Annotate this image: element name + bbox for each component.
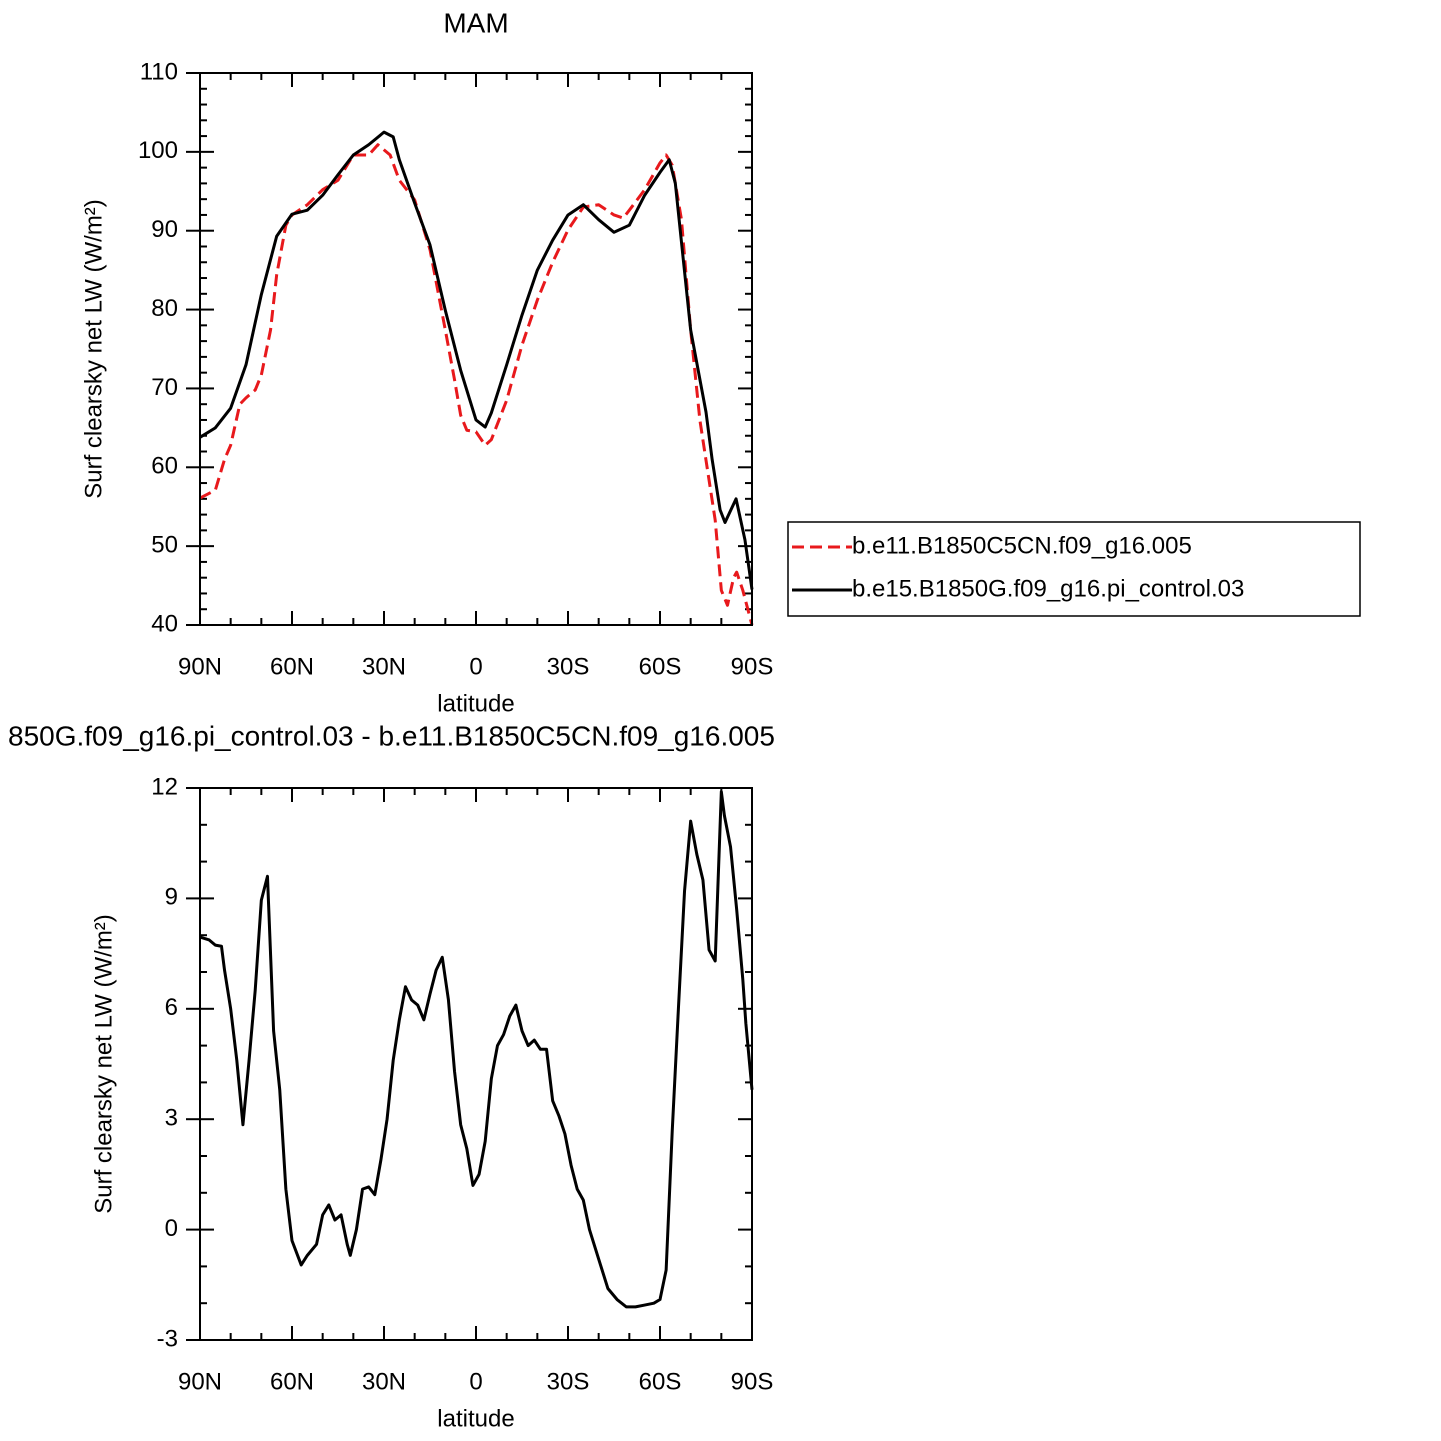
x-tick-label: 60S [639, 653, 682, 680]
x-tick-label: 60N [270, 1368, 314, 1395]
x-tick-label: 60N [270, 653, 314, 680]
y-axis-label: Surf clearsky net LW (W/m²) [80, 199, 107, 499]
y-tick-label: 110 [140, 58, 178, 85]
y-tick-label: 50 [151, 531, 178, 558]
x-tick-label: 0 [469, 653, 482, 680]
y-tick-label: 60 [151, 453, 178, 480]
x-tick-label: 90N [178, 1368, 222, 1395]
y-tick-label: 0 [165, 1215, 178, 1242]
x-tick-label: 90S [731, 653, 774, 680]
chart-title: MAM [443, 7, 508, 38]
y-tick-label: -3 [157, 1325, 178, 1352]
y-tick-label: 3 [165, 1105, 178, 1132]
y-tick-label: 9 [165, 884, 178, 911]
y-tick-label: 12 [151, 773, 178, 800]
legend-label: b.e15.B1850G.f09_g16.pi_control.03 [852, 575, 1244, 602]
data-line [199, 790, 754, 1309]
x-tick-label: 0 [469, 1368, 482, 1395]
data-line [199, 130, 754, 590]
x-axis-label: latitude [437, 690, 514, 717]
data-line [199, 143, 754, 626]
plot-frame [199, 72, 753, 626]
x-tick-label: 90S [731, 1368, 774, 1395]
x-tick-label: 60S [639, 1368, 682, 1395]
x-tick-label: 30N [362, 653, 406, 680]
y-tick-label: 80 [151, 295, 178, 322]
x-tick-label: 30S [547, 653, 590, 680]
x-tick-label: 30N [362, 1368, 406, 1395]
y-tick-label: 70 [151, 374, 178, 401]
legend-box [787, 521, 1361, 617]
y-tick-label: 40 [151, 610, 178, 637]
y-tick-label: 100 [138, 137, 178, 164]
y-tick-label: 6 [165, 994, 178, 1021]
legend-label: b.e11.B1850C5CN.f09_g16.005 [852, 532, 1192, 559]
y-axis-label: Surf clearsky net LW (W/m²) [90, 914, 117, 1214]
x-tick-label: 30S [547, 1368, 590, 1395]
chart-title: 850G.f09_g16.pi_control.03 - b.e11.B1850… [8, 720, 775, 751]
x-tick-label: 90N [178, 653, 222, 680]
plot-frame [199, 787, 753, 1341]
y-tick-label: 90 [151, 216, 178, 243]
x-axis-label: latitude [437, 1405, 514, 1432]
